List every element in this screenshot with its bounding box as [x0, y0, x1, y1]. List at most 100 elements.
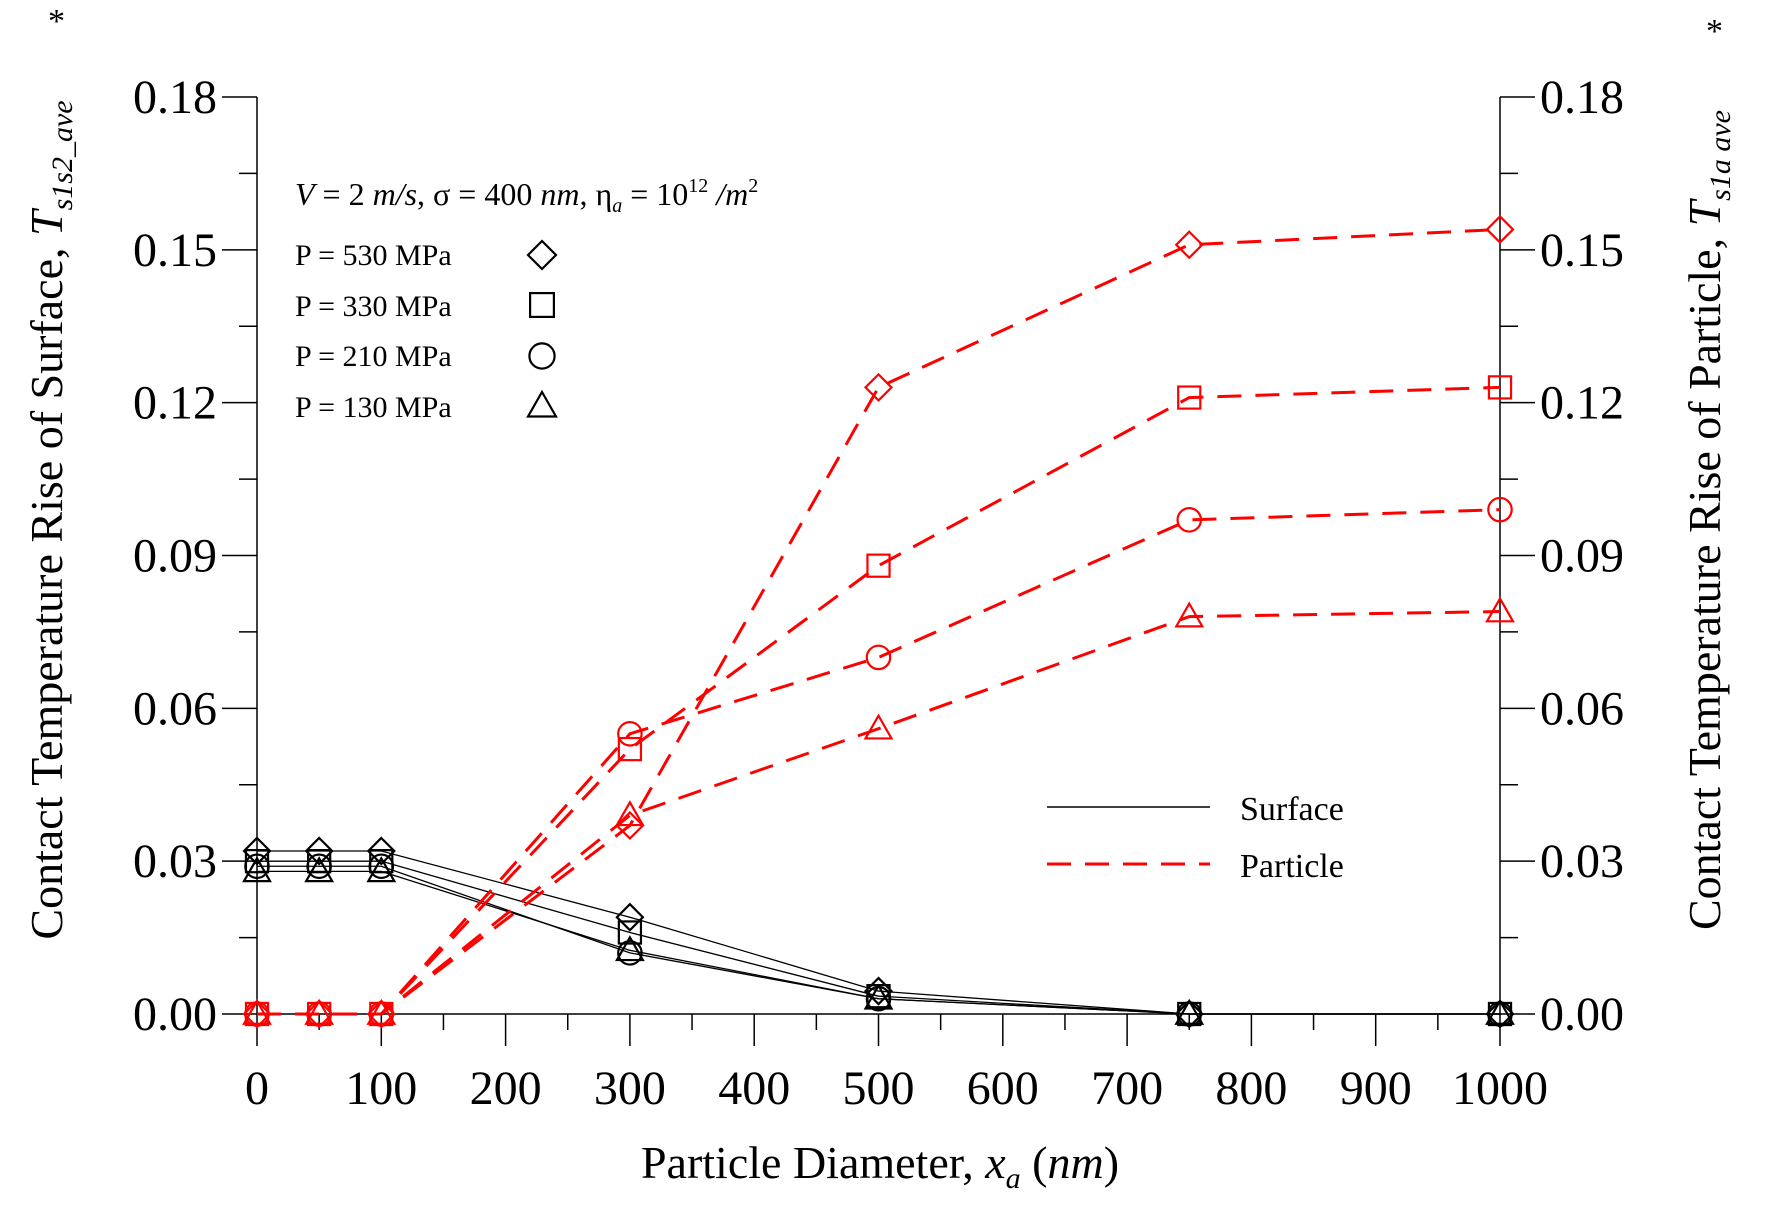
y-axis-left-title-sub: s1s2_ave — [46, 100, 79, 210]
cond-eta-sup: 12 — [688, 175, 708, 197]
data-point-marker — [242, 856, 272, 883]
series-line — [257, 508, 1501, 1016]
conditions-annotation: V = 2 m/s, σ = 400 nm, ηa = 1012 /m2 — [295, 175, 758, 217]
data-point-marker — [866, 553, 891, 578]
y-axis-left-title-var: T — [21, 207, 72, 236]
data-point-marker — [1487, 375, 1513, 400]
data-point-marker — [242, 836, 272, 866]
x-tick-label: 200 — [470, 1062, 542, 1115]
cond-eta-unit-sup: 2 — [748, 175, 758, 197]
marker-legend-symbol — [526, 389, 558, 418]
data-point-marker — [368, 853, 395, 880]
x-axis-title-main: Particle Diameter, — [641, 1137, 985, 1188]
cond-eta-sub: a — [612, 195, 622, 217]
marker-legend-symbol — [526, 239, 558, 271]
y-left-tick-label: 0.06 — [133, 682, 217, 735]
data-point-marker — [366, 999, 396, 1029]
series-line — [257, 385, 1501, 1016]
y-left-tick-label: 0.09 — [133, 530, 217, 583]
x-axis-title-var: x — [984, 1137, 1006, 1188]
cond-v-var: V — [295, 176, 318, 212]
data-point-marker — [615, 800, 645, 827]
y-right-tick-label: 0.15 — [1540, 224, 1624, 277]
marker-legend-label-3: P = 130 MPa — [295, 391, 452, 424]
series-markers-group — [242, 214, 1515, 1029]
y-axis-left-title-sup: * — [48, 3, 65, 40]
data-point-marker — [1174, 999, 1204, 1029]
data-point-marker — [366, 998, 397, 1025]
data-point-marker — [1485, 998, 1515, 1025]
cond-v-unit: m/s — [373, 176, 417, 212]
y-right-tick-label: 0.03 — [1540, 835, 1624, 888]
y-right-tick-label: 0.06 — [1540, 682, 1624, 735]
x-tick-label: 0 — [245, 1062, 269, 1115]
data-point-marker — [366, 836, 396, 866]
data-point-marker — [304, 999, 334, 1029]
x-axis-title-sub: a — [1006, 1162, 1021, 1195]
y-left-tick-label: 0.18 — [133, 71, 217, 124]
marker-legend-label-1: P = 330 MPa — [295, 290, 452, 323]
data-point-marker — [615, 935, 645, 962]
line-legend: Surface Particle — [1047, 791, 1344, 885]
data-point-marker — [1485, 596, 1515, 623]
x-tick-label: 100 — [345, 1062, 417, 1115]
cond-eta: , η — [579, 176, 612, 212]
data-point-marker — [242, 999, 272, 1029]
data-point-marker — [242, 998, 272, 1025]
data-point-marker — [304, 998, 335, 1025]
x-tick-label: 800 — [1215, 1062, 1287, 1115]
marker-legend-label-2: P = 210 MPa — [295, 340, 452, 373]
y-right-tick-label: 0.09 — [1540, 530, 1624, 583]
data-point-marker — [617, 721, 643, 747]
data-point-marker — [1485, 999, 1515, 1029]
data-point-marker — [615, 810, 645, 841]
x-tick-label: 700 — [1091, 1062, 1163, 1115]
data-point-marker — [1174, 601, 1205, 628]
y-right-tick-label: 0.12 — [1540, 377, 1624, 430]
data-point-marker — [1177, 385, 1202, 410]
y-left-tick-label: 0.12 — [133, 377, 217, 430]
data-point-marker — [865, 644, 892, 671]
data-point-marker — [1485, 214, 1515, 245]
data-point-marker — [244, 853, 270, 880]
y-axis-left-title-main: Contact Temperature Rise of Surface, — [21, 236, 72, 940]
x-tick-label: 1000 — [1452, 1062, 1548, 1115]
data-point-marker — [863, 713, 894, 740]
line-legend-surface-label: Surface — [1240, 791, 1344, 828]
data-point-marker — [617, 736, 643, 762]
y-axis-right-title: Contact Temperature Rise of Particle, Ts… — [1679, 110, 1737, 930]
x-tick-label: 300 — [594, 1062, 666, 1115]
x-tick-label: 400 — [718, 1062, 790, 1115]
y-left-tick-label: 0.03 — [133, 835, 217, 888]
data-point-marker — [304, 836, 334, 866]
x-axis-title-paren-close: ) — [1104, 1137, 1119, 1188]
y-axis-left-title: Contact Temperature Rise of Surface, Ts1… — [21, 100, 79, 939]
data-point-marker — [304, 856, 335, 883]
data-point-marker — [863, 983, 894, 1010]
series-line — [257, 610, 1501, 1016]
y-axis-right-title-main: Contact Temperature Rise of Particle, — [1679, 226, 1730, 930]
y-axis-right-title-var: T — [1679, 197, 1730, 226]
marker-legend-symbol — [528, 292, 555, 319]
x-axis-title-paren-open: ( — [1021, 1137, 1048, 1188]
data-point-marker — [1176, 507, 1203, 533]
cond-sigma-unit: nm — [540, 176, 579, 212]
cond-eta-unit: /m — [708, 176, 748, 212]
series-line — [257, 870, 1500, 1015]
line-legend-particle-label: Particle — [1240, 848, 1344, 885]
y-right-tick-label: 0.18 — [1540, 71, 1624, 124]
data-point-marker — [1174, 998, 1205, 1025]
y-axis-right-title-sub: s1a ave — [1704, 110, 1737, 201]
series-line — [257, 865, 1500, 1015]
x-axis-title: Particle Diameter, xa (nm) — [641, 1137, 1119, 1195]
data-point-marker — [1487, 496, 1513, 523]
cond-v-val: = 2 — [315, 176, 373, 212]
data-point-marker — [863, 372, 894, 402]
data-point-marker — [615, 902, 645, 932]
y-left-tick-label: 0.15 — [133, 224, 217, 277]
y-right-tick-label: 0.00 — [1540, 988, 1624, 1041]
marker-legend-label-0: P = 530 MPa — [295, 239, 452, 272]
data-point-marker — [617, 920, 643, 945]
